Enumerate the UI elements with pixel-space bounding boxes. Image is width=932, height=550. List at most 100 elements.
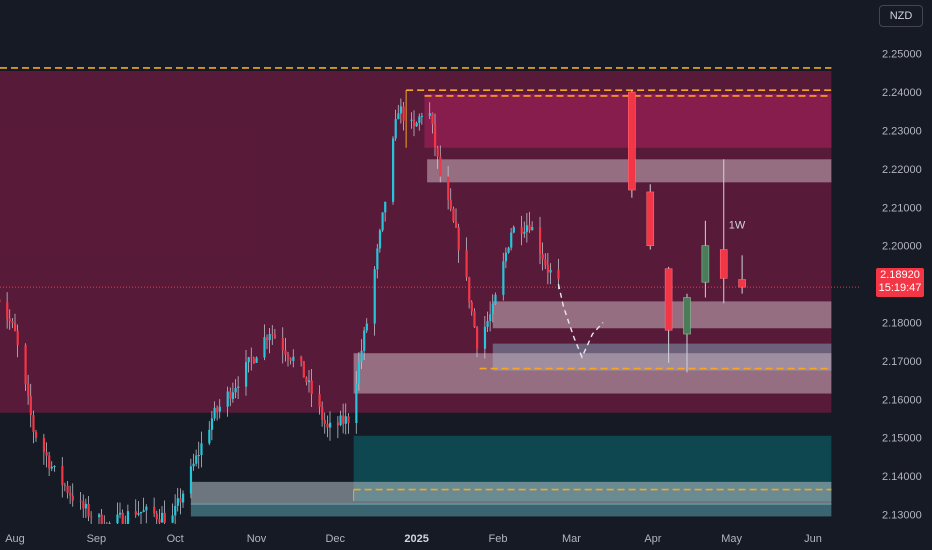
projection-path — [557, 283, 604, 359]
daily-candle-body — [273, 334, 277, 339]
daily-candle-body — [546, 264, 550, 273]
daily-candle-body — [100, 514, 103, 529]
daily-candle-body — [229, 391, 232, 399]
daily-candle-body — [210, 418, 214, 430]
daily-candle-body — [208, 429, 211, 444]
daily-candle-body — [483, 326, 487, 349]
daily-candle-body — [161, 512, 164, 523]
zone-teal-low-8 — [190, 502, 832, 517]
daily-candle-body — [234, 387, 237, 393]
daily-candle-body — [195, 455, 198, 464]
daily-candle-body — [163, 512, 166, 523]
daily-candle-body — [247, 357, 250, 363]
daily-candle-body — [494, 294, 497, 304]
daily-candle-body — [226, 391, 229, 407]
daily-candle-body — [431, 113, 434, 125]
daily-candle-body — [218, 406, 221, 412]
daily-candle-body — [321, 406, 324, 421]
daily-candle-body — [119, 512, 122, 515]
daily-candle-body — [48, 455, 51, 469]
daily-candle-body — [87, 503, 90, 517]
daily-candle-body — [363, 330, 366, 351]
daily-candle-body — [318, 394, 321, 407]
daily-candle-body — [428, 113, 431, 116]
daily-candle-body — [413, 119, 416, 127]
time-axis-background — [0, 524, 860, 550]
daily-candle-body — [402, 106, 405, 121]
daily-candle-body — [126, 511, 130, 524]
time-tick-label: Apr — [644, 533, 661, 545]
price-tick-label: 2.14000 — [882, 471, 922, 483]
daily-candle-body — [108, 523, 111, 525]
daily-candle-body — [16, 330, 19, 345]
daily-candle-body — [378, 230, 382, 249]
daily-candle-body — [449, 199, 452, 209]
daily-candle-body — [365, 323, 368, 331]
daily-candle-body — [373, 269, 376, 324]
price-tick-label: 2.23000 — [882, 126, 922, 138]
time-tick-label: Jun — [804, 533, 822, 545]
daily-candle-body — [42, 437, 46, 453]
daily-candle-body — [84, 503, 88, 509]
daily-candle-body — [281, 338, 284, 351]
daily-candle-body — [63, 485, 67, 487]
weekly-candle-body-2 — [664, 268, 673, 331]
weekly-candle-body-5 — [719, 249, 728, 279]
last-price-value: 2.18920 — [880, 269, 920, 281]
daily-candle-body — [32, 415, 35, 432]
daily-candle-body — [539, 227, 542, 255]
daily-candle-body — [339, 415, 342, 426]
daily-candle-body — [491, 303, 494, 315]
daily-candle-body — [231, 392, 235, 399]
daily-candle-body — [155, 513, 158, 520]
daily-candle-body — [250, 357, 253, 359]
daily-candle-body — [182, 493, 185, 503]
price-tick-label: 2.20000 — [882, 241, 922, 253]
daily-candle-body — [271, 334, 274, 336]
daily-candle-body — [255, 357, 258, 363]
currency-badge[interactable]: NZD — [879, 5, 923, 27]
daily-candle-body — [153, 506, 156, 514]
daily-candle-body — [71, 495, 74, 501]
daily-candle-body — [213, 407, 216, 419]
daily-candle-body — [300, 356, 303, 361]
daily-candle-body — [342, 415, 345, 424]
bar-countdown: 15:19:47 — [878, 282, 922, 294]
daily-candle-body — [549, 269, 552, 273]
zone-grey-3 — [492, 301, 832, 329]
daily-candle-body — [502, 261, 505, 295]
time-tick-label: Sep — [87, 533, 107, 545]
price-tick-label: 2.18000 — [882, 318, 922, 330]
price-tick-label: 2.21000 — [882, 202, 922, 214]
time-tick-label: Feb — [489, 533, 508, 545]
time-tick-label: Mar — [562, 533, 581, 545]
daily-candle-body — [200, 443, 203, 455]
daily-candle-body — [434, 124, 437, 148]
price-tick-label: 2.16000 — [882, 394, 922, 406]
weekly-candle-body-4 — [701, 245, 710, 283]
daily-candle-body — [326, 423, 329, 428]
daily-candle-body — [66, 485, 69, 493]
weekly-timeframe-label: 1W — [729, 219, 746, 231]
daily-candle-body — [344, 416, 347, 424]
daily-candle-body — [29, 396, 32, 416]
daily-candle-body — [468, 277, 471, 303]
daily-candle-body — [520, 227, 523, 234]
daily-candle-body — [11, 321, 14, 324]
zone-supply-1 — [424, 94, 832, 148]
daily-candle-body — [512, 227, 515, 233]
daily-candle-body — [381, 212, 384, 231]
daily-candle-body — [544, 259, 547, 265]
price-tick-label: 2.15000 — [882, 433, 922, 445]
time-axis[interactable]: Aug Sep Oct Nov Dec 2025 Feb Mar Apr May Jun — [0, 524, 860, 550]
daily-candle-body — [116, 514, 119, 524]
daily-candle-body — [98, 514, 101, 518]
daily-candle-body — [287, 354, 290, 359]
daily-candle-body — [528, 225, 531, 231]
daily-candle-body — [192, 463, 195, 467]
daily-candle-body — [263, 337, 266, 358]
daily-candle-body — [473, 311, 476, 328]
daily-candle-body — [24, 344, 27, 385]
daily-candle-body — [504, 252, 508, 262]
